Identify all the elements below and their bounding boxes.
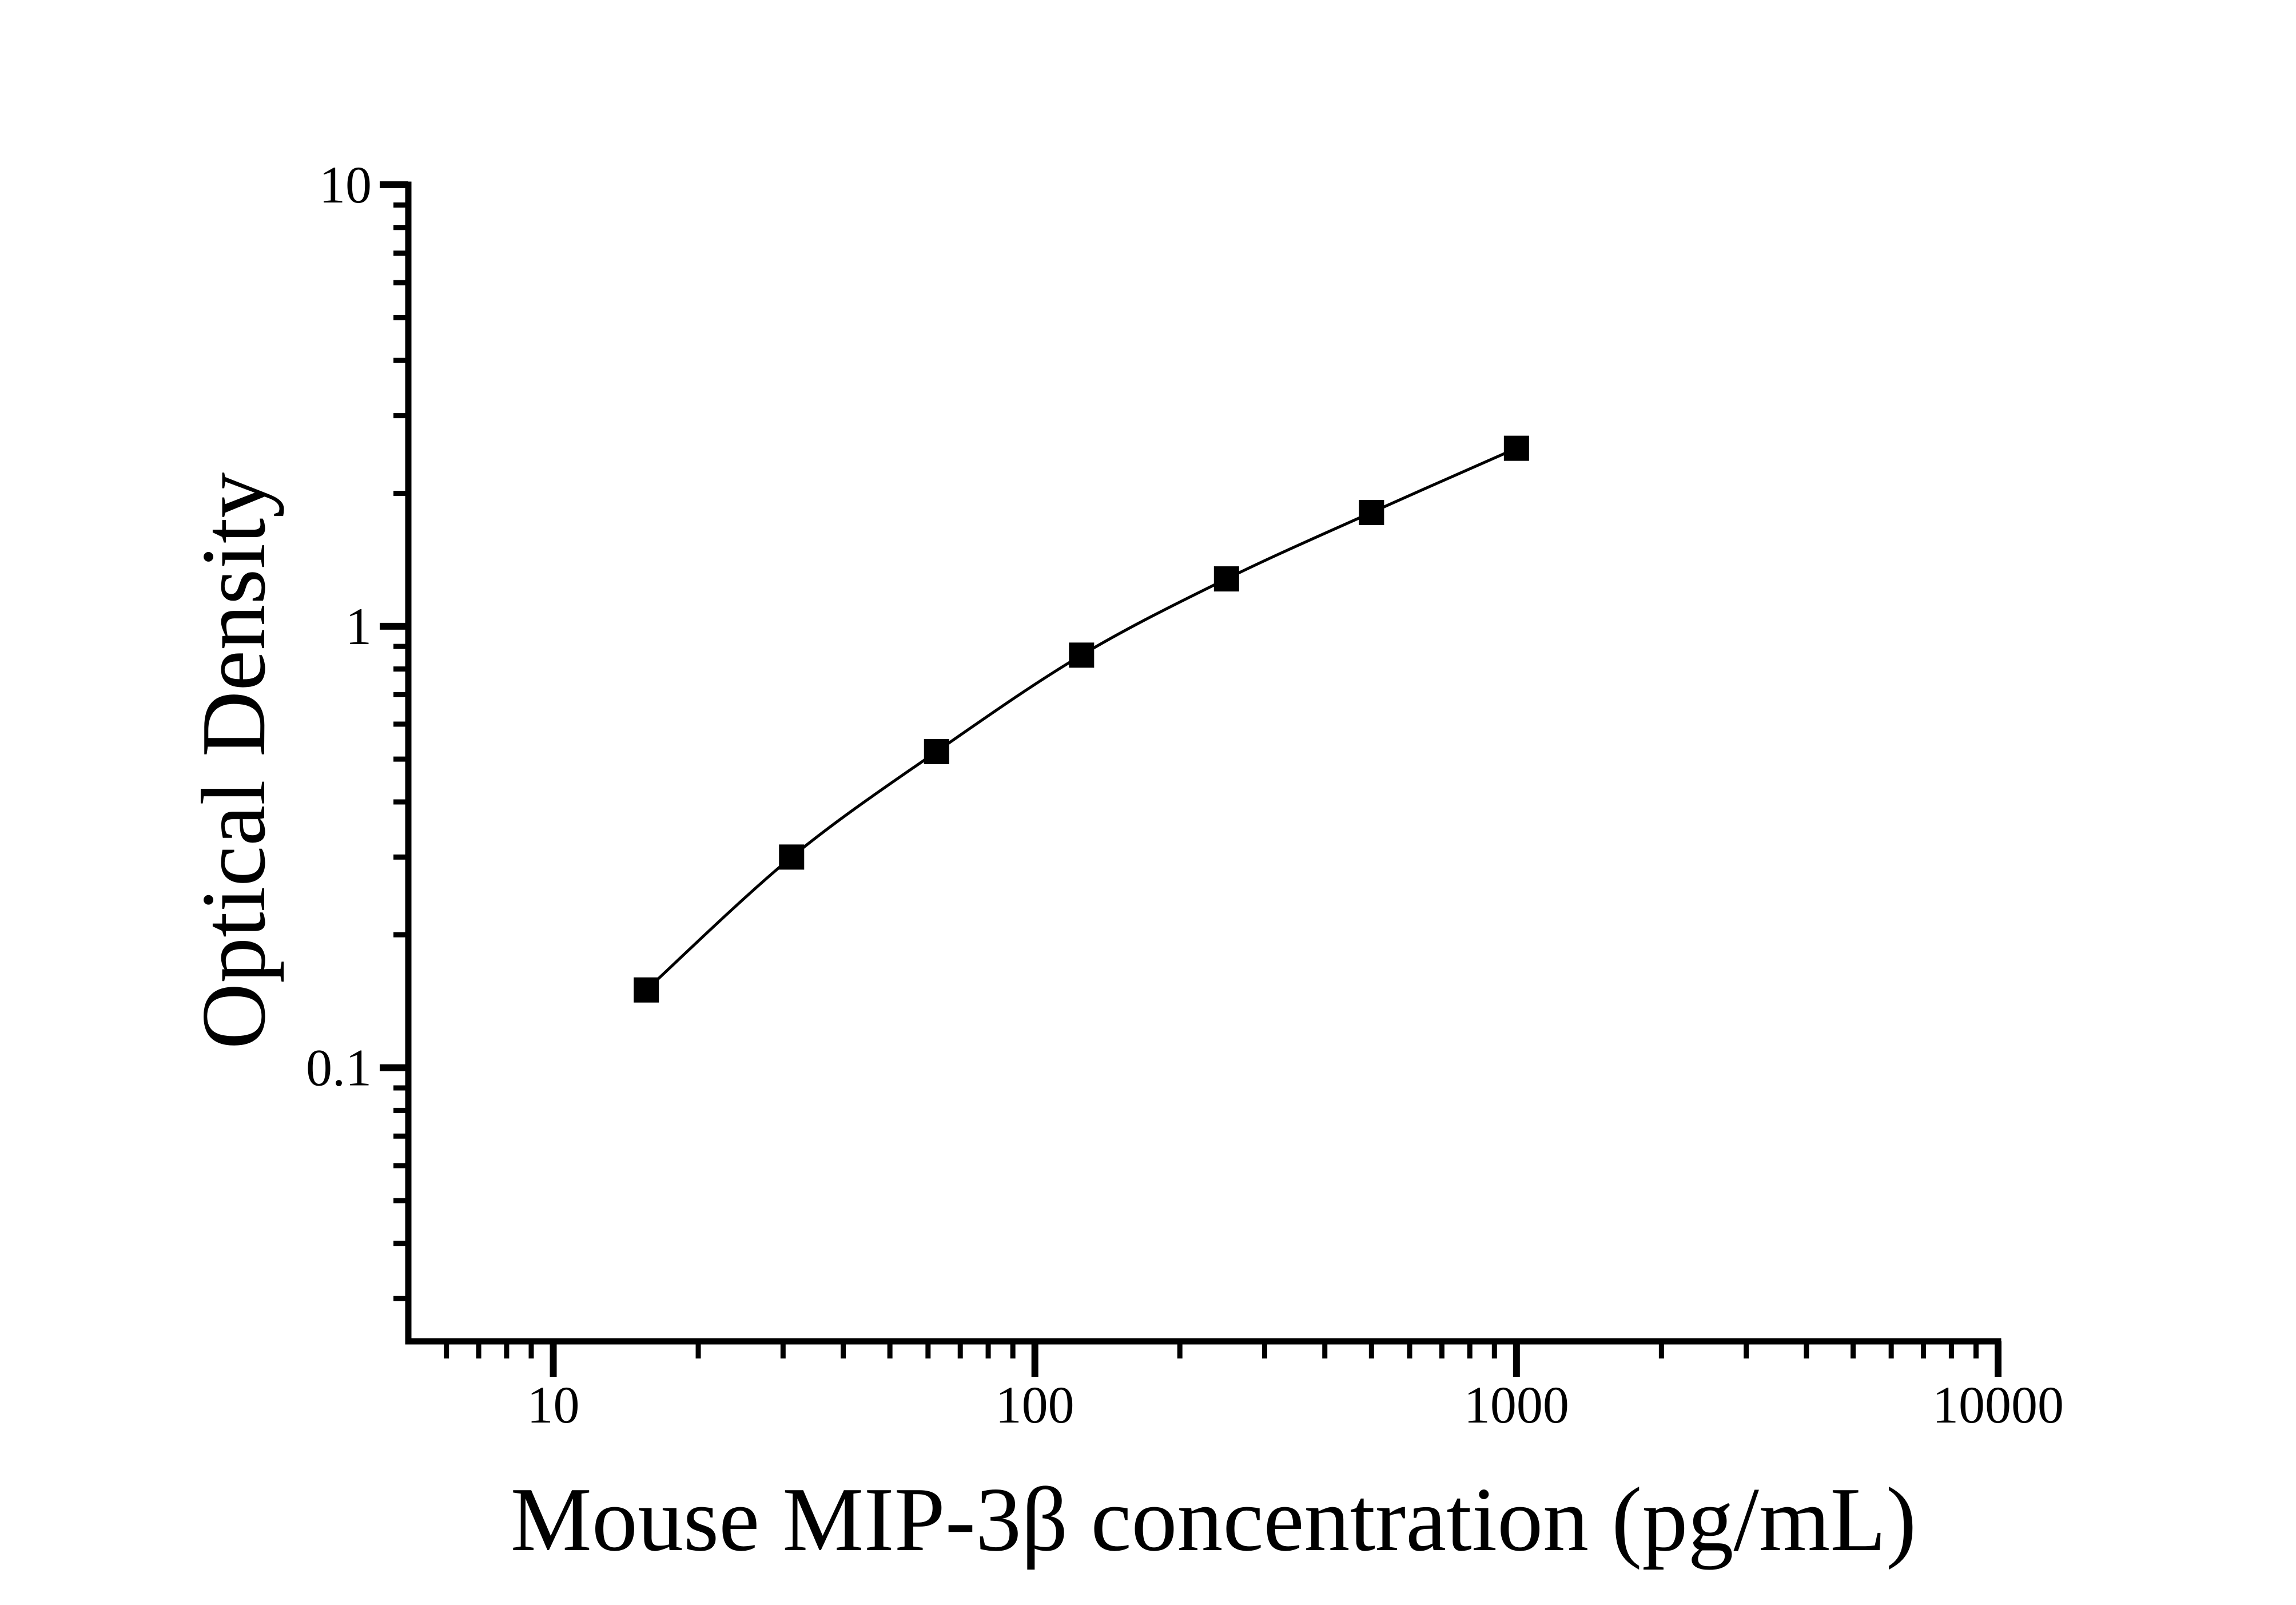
data-point-marker xyxy=(1069,642,1095,668)
data-point-marker xyxy=(634,977,659,1003)
x-tick-label: 100 xyxy=(996,1376,1075,1434)
data-point-marker xyxy=(924,739,949,765)
data-point-marker xyxy=(1359,499,1384,525)
y-tick-label: 0.1 xyxy=(306,1039,372,1097)
y-axis-title: Optical Density xyxy=(182,472,284,1050)
x-tick-label: 10000 xyxy=(1932,1376,2064,1434)
data-point-marker xyxy=(779,844,805,870)
x-tick-label: 10 xyxy=(527,1376,580,1434)
axis-spines xyxy=(405,181,2001,1345)
x-axis-title: Mouse MIP-3β concentration (pg/mL) xyxy=(511,1468,1917,1570)
data-series xyxy=(634,435,1529,1003)
curve-line xyxy=(645,447,1517,991)
y-tick-label: 10 xyxy=(319,156,372,214)
data-point-marker xyxy=(1503,435,1529,461)
axis-ticks: 10 100 1000 10000 10 1 0.1 xyxy=(306,156,2064,1434)
x-tick-label: 1000 xyxy=(1464,1376,1569,1434)
data-point-marker xyxy=(1213,566,1239,592)
y-tick-label: 1 xyxy=(345,597,372,655)
